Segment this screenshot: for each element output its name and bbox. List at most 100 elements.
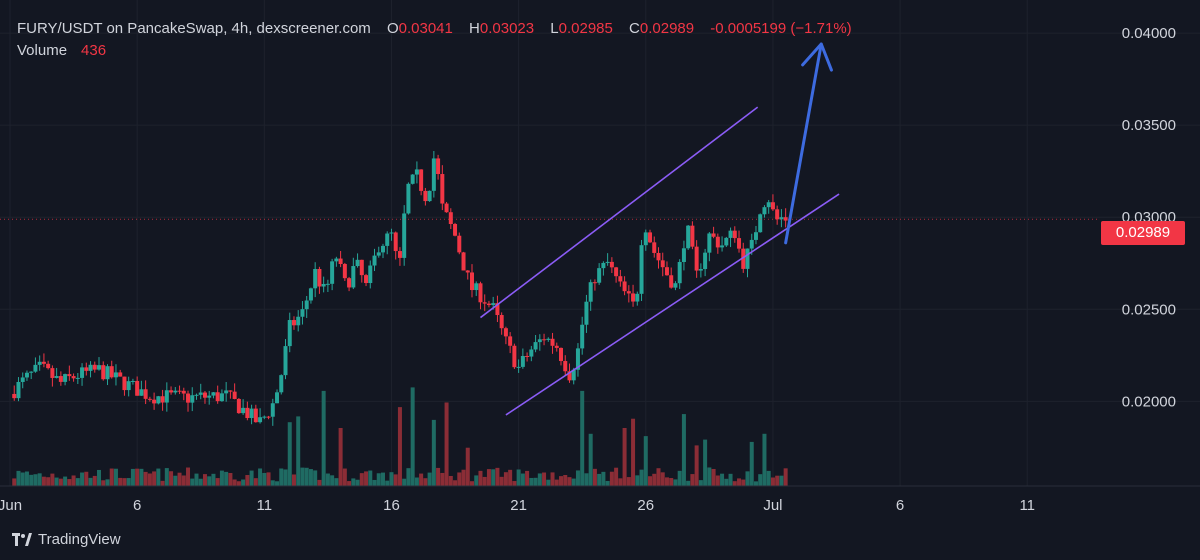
candle-body [211,392,216,396]
volume-bar [325,473,330,486]
volume-bar [135,468,140,486]
candle-body [321,283,326,287]
candle-body [338,258,343,265]
channel-lower-line [505,193,840,416]
volume-bar [321,390,326,486]
volume-bar [635,475,640,486]
candle-body [711,233,716,237]
candle-body [139,389,144,396]
volume-bar [478,470,483,486]
candle-body [245,407,250,419]
volume-bar [486,469,491,486]
candle-body [652,242,657,253]
candle-body [580,324,585,349]
candle-body [364,275,369,284]
volume-bar [270,480,275,486]
volume-bar [46,477,51,486]
candle-body [643,232,648,246]
candle-body [622,281,627,292]
candle-body [626,291,631,294]
candle-body [88,364,93,371]
low-label: L [550,20,559,37]
volume-bar [770,477,775,486]
candle-body [164,390,169,403]
candle-body [465,270,470,273]
high-value: 0.03023 [479,20,535,37]
candle-body [605,261,610,263]
volume-bar [33,474,38,486]
candle-body [766,202,771,208]
candle-body [224,390,229,394]
candle-body [71,376,76,379]
volume-bar [741,479,746,486]
volume-bar [249,470,254,486]
volume-bar [258,468,263,486]
candle-body [194,394,199,396]
volume-bar [29,474,34,486]
volume-bar [686,480,691,486]
candle-body [567,371,572,381]
candle-body [461,252,466,271]
candle-body [202,392,207,398]
volume-bar [219,470,224,486]
volume-bar [97,469,102,486]
volume-bar [300,467,305,486]
volume-bar [461,469,466,486]
candle-body [389,232,394,234]
volume-bar [444,402,449,486]
candle-body [308,288,313,301]
candle-body [431,158,436,191]
volume-bar [283,469,288,486]
volume-bar [410,387,415,486]
volume-bar [160,480,165,486]
volume-bar [245,475,250,486]
volume-bar [626,477,631,486]
volume-bar [118,477,123,486]
volume-bar [224,471,229,486]
volume-bar [550,472,555,486]
candle-body [380,245,385,253]
volume-bar [109,468,114,486]
candle-body [300,309,305,317]
volume-bar [156,468,161,486]
candle-body [37,361,42,365]
candle-body [253,408,258,423]
candle-body [486,303,491,306]
volume-legend: Volume 436 [17,42,106,59]
candle-body [80,367,85,378]
candle-body [690,225,695,247]
volume-bar [601,471,606,486]
candles [12,151,788,426]
candle-body [720,245,725,248]
candle-body [482,302,487,304]
candle-body [122,376,127,391]
volume-bar [503,472,508,486]
candle-body [660,260,665,268]
candle-body [219,393,224,402]
volume-bar [147,473,152,486]
last-price-badge: 0.02989 [1101,221,1185,245]
candle-body [677,262,682,284]
volume-bar [762,433,767,486]
candle-body [588,282,593,302]
candle-body [436,158,441,175]
candle-body [186,393,191,403]
candle-body [453,224,458,236]
candle-body [469,272,474,291]
volume-bar [67,479,72,486]
volume-bar [253,478,258,486]
tradingview-brand[interactable]: TradingView [12,531,121,548]
candle-body [29,371,34,373]
candle-body [236,398,241,414]
candle-body [499,315,504,329]
volume-bar [720,473,725,486]
brand-name: TradingView [38,531,121,548]
candle-body [410,174,415,184]
candle-body [330,261,335,284]
volume-bar [766,470,771,486]
change-value: -0.0005199 (−1.71%) [710,20,852,37]
candle-body [50,368,55,378]
volume-bar [690,474,695,486]
candle-body [457,235,462,253]
